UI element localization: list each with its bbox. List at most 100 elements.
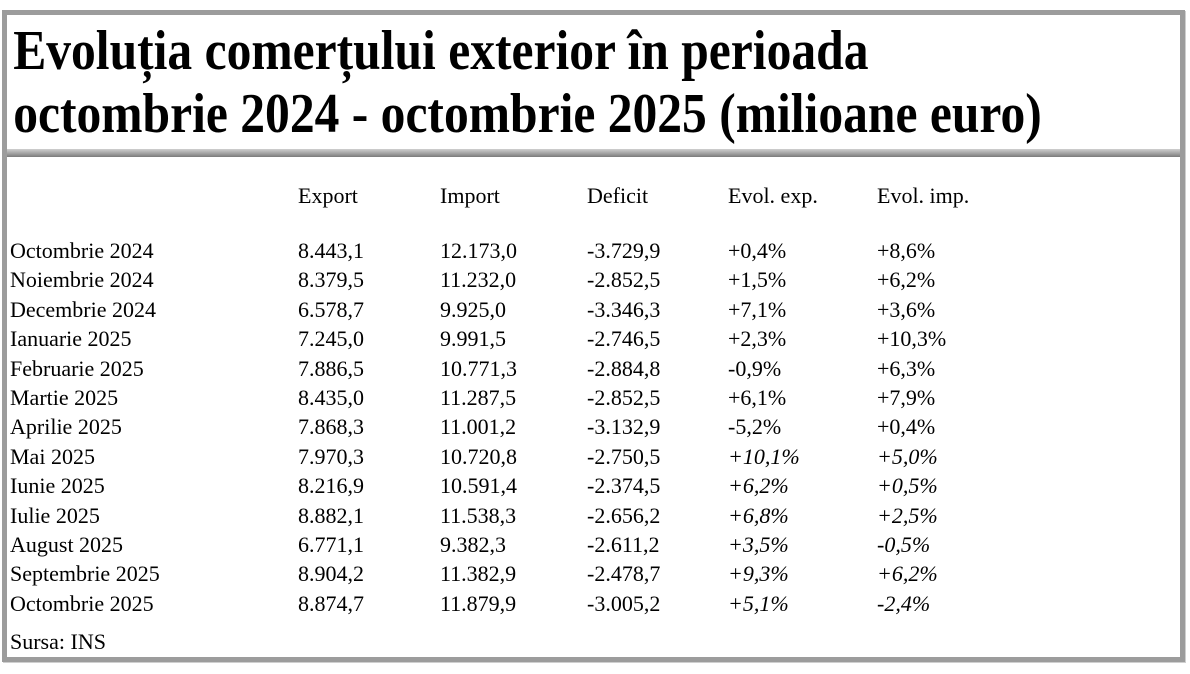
cell-export: 7.868,3 — [298, 414, 364, 440]
report-title: Evoluția comerțului exterior în perioada… — [7, 15, 1045, 146]
cell-export: 7.245,0 — [298, 326, 364, 352]
cell-export: 8.904,2 — [298, 561, 364, 587]
table-row: Noiembrie 2024 8.379,5 11.232,0 -2.852,5… — [10, 265, 1177, 294]
table-row: Iulie 2025 8.882,1 11.538,3 -2.656,2 +6,… — [10, 501, 1177, 530]
cell-deficit: -3.005,2 — [587, 590, 661, 616]
table-header-row: Export Import Deficit Evol. exp. Evol. i… — [10, 181, 1177, 210]
cell-deficit: -2.611,2 — [587, 532, 660, 558]
cell-deficit: -3.729,9 — [587, 238, 661, 263]
cell-evol-exp: +1,5% — [728, 267, 787, 293]
column-header-export: Export — [298, 183, 358, 208]
cell-evol-exp: +2,3% — [728, 326, 787, 352]
cell-month: Decembrie 2024 — [10, 296, 156, 322]
cell-evol-imp: -2,4% — [877, 590, 931, 616]
cell-deficit: -2.374,5 — [587, 473, 661, 499]
cell-import: 9.382,3 — [440, 532, 506, 558]
source-label: Sursa: INS — [10, 629, 106, 655]
table-area: Export Import Deficit Evol. exp. Evol. i… — [7, 181, 1180, 656]
cell-evol-exp: +3,5% — [728, 532, 789, 558]
cell-import: 9.925,0 — [440, 296, 506, 322]
table-row: Aprilie 2025 7.868,3 11.001,2 -3.132,9 -… — [10, 412, 1177, 441]
cell-evol-imp: +2,5% — [877, 502, 938, 528]
column-header-deficit: Deficit — [587, 183, 649, 208]
cell-evol-imp: -0,5% — [877, 532, 931, 558]
cell-month: Aprilie 2025 — [10, 414, 122, 440]
table-row: Octombrie 2024 8.443,1 12.173,0 -3.729,9… — [10, 236, 1177, 265]
table-row: Octombrie 2025 8.874,7 11.879,9 -3.005,2… — [10, 589, 1177, 618]
table-row: Decembrie 2024 6.578,7 9.925,0 -3.346,3 … — [10, 295, 1177, 324]
column-header-evol-imp: Evol. imp. — [877, 183, 970, 208]
table-row: Martie 2025 8.435,0 11.287,5 -2.852,5 +6… — [10, 383, 1177, 412]
cell-export: 8.874,7 — [298, 590, 364, 616]
cell-deficit: -2.852,5 — [587, 267, 661, 293]
cell-evol-imp: +0,5% — [877, 473, 938, 499]
cell-month: Ianuarie 2025 — [10, 326, 132, 352]
table-row: Ianuarie 2025 7.245,0 9.991,5 -2.746,5 +… — [10, 324, 1177, 353]
cell-import: 11.879,9 — [440, 590, 517, 616]
cell-month: Octombrie 2025 — [10, 590, 154, 616]
table-row: Februarie 2025 7.886,5 10.771,3 -2.884,8… — [10, 354, 1177, 383]
trade-table: Export Import Deficit Evol. exp. Evol. i… — [10, 181, 1177, 618]
cell-deficit: -3.132,9 — [587, 414, 661, 440]
cell-evol-imp: +5,0% — [877, 443, 938, 469]
cell-evol-exp: +5,1% — [728, 590, 789, 616]
cell-evol-imp: +0,4% — [877, 414, 936, 440]
table-row: Mai 2025 7.970,3 10.720,8 -2.750,5 +10,1… — [10, 442, 1177, 471]
cell-import: 9.991,5 — [440, 326, 506, 352]
cell-export: 7.970,3 — [298, 443, 364, 469]
cell-import: 12.173,0 — [440, 238, 517, 263]
cell-evol-exp: +6,2% — [728, 473, 789, 499]
cell-evol-exp: +9,3% — [728, 561, 789, 587]
cell-deficit: -2.746,5 — [587, 326, 661, 352]
cell-deficit: -2.884,8 — [587, 355, 661, 381]
cell-deficit: -3.346,3 — [587, 296, 661, 322]
cell-import: 10.591,4 — [440, 473, 517, 499]
cell-export: 8.435,0 — [298, 385, 364, 411]
cell-deficit: -2.750,5 — [587, 443, 661, 469]
cell-evol-exp: +6,1% — [728, 385, 787, 411]
title-separator-rule — [7, 149, 1180, 157]
cell-deficit: -2.478,7 — [587, 561, 661, 587]
report-frame: Evoluția comerțului exterior în perioada… — [2, 10, 1185, 662]
cell-month: Februarie 2025 — [10, 355, 144, 381]
cell-evol-imp: +8,6% — [877, 238, 936, 263]
title-line-1: Evoluția comerțului exterior în perioada — [13, 20, 869, 82]
cell-month: Octombrie 2024 — [10, 238, 154, 263]
cell-evol-exp: +7,1% — [728, 296, 787, 322]
table-row: August 2025 6.771,1 9.382,3 -2.611,2 +3,… — [10, 530, 1177, 559]
cell-month: Martie 2025 — [10, 385, 119, 411]
cell-export: 8.443,1 — [298, 238, 364, 263]
cell-import: 11.001,2 — [440, 414, 517, 440]
cell-import: 10.720,8 — [440, 443, 517, 469]
column-header-evol-exp: Evol. exp. — [728, 183, 818, 208]
column-header-month — [10, 181, 298, 210]
table-row: Iunie 2025 8.216,9 10.591,4 -2.374,5 +6,… — [10, 471, 1177, 500]
cell-evol-exp: +0,4% — [728, 238, 787, 263]
header-spacer-row — [10, 210, 1177, 236]
cell-evol-exp: -5,2% — [728, 414, 782, 440]
cell-evol-exp: -0,9% — [728, 355, 782, 381]
cell-import: 11.538,3 — [440, 502, 517, 528]
cell-import: 10.771,3 — [440, 355, 517, 381]
cell-export: 6.771,1 — [298, 532, 364, 558]
title-line-2: octombrie 2024 - octombrie 2025 (milioan… — [13, 83, 1042, 145]
table-row: Septembrie 2025 8.904,2 11.382,9 -2.478,… — [10, 559, 1177, 588]
cell-export: 8.882,1 — [298, 502, 364, 528]
cell-import: 11.232,0 — [440, 267, 517, 293]
cell-export: 8.216,9 — [298, 473, 364, 499]
cell-month: Mai 2025 — [10, 443, 95, 469]
cell-evol-imp: +6,2% — [877, 561, 938, 587]
cell-export: 7.886,5 — [298, 355, 364, 381]
cell-export: 8.379,5 — [298, 267, 364, 293]
cell-evol-exp: +6,8% — [728, 502, 789, 528]
cell-import: 11.382,9 — [440, 561, 517, 587]
column-header-import: Import — [440, 183, 500, 208]
cell-month: Iulie 2025 — [10, 502, 100, 528]
cell-export: 6.578,7 — [298, 296, 364, 322]
cell-evol-imp: +7,9% — [877, 385, 936, 411]
cell-month: Septembrie 2025 — [10, 561, 160, 587]
cell-evol-exp: +10,1% — [728, 443, 800, 469]
cell-deficit: -2.656,2 — [587, 502, 661, 528]
cell-month: August 2025 — [10, 532, 124, 558]
cell-evol-imp: +6,2% — [877, 267, 936, 293]
